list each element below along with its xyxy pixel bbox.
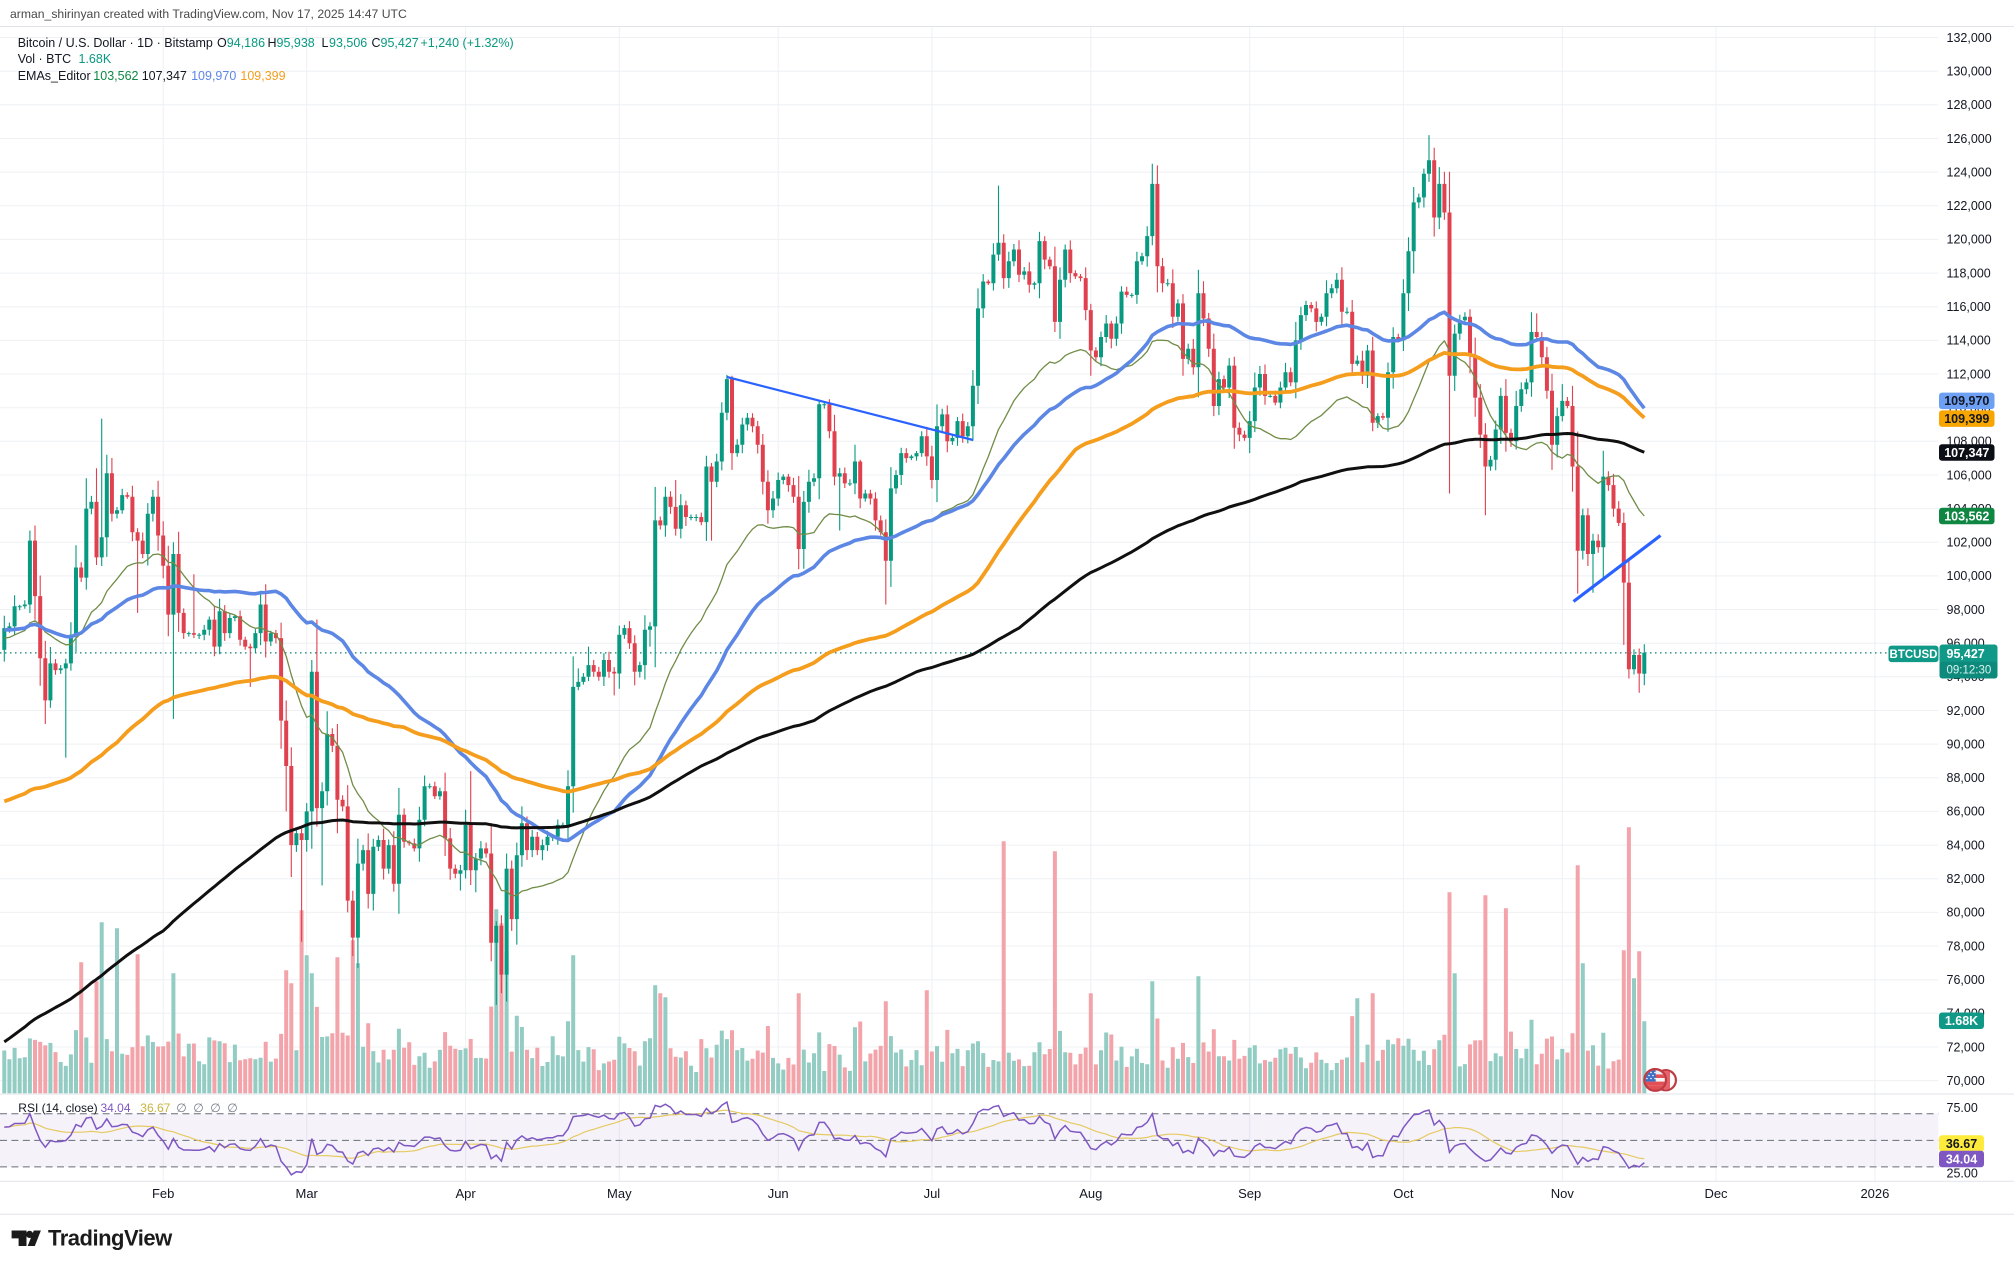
- svg-text:∅: ∅: [193, 1101, 203, 1115]
- svg-text:09:12:30: 09:12:30: [1947, 665, 1992, 677]
- svg-text:∅: ∅: [210, 1101, 220, 1115]
- svg-text:+1,240 (+1.32%): +1,240 (+1.32%): [421, 36, 514, 50]
- svg-text:84,000: 84,000: [1947, 838, 1985, 852]
- svg-text:90,000: 90,000: [1947, 737, 1985, 751]
- svg-text:109,970: 109,970: [191, 69, 236, 83]
- svg-text:95,938: 95,938: [277, 36, 315, 50]
- svg-text:102,000: 102,000: [1947, 536, 1992, 550]
- svg-text:Sep: Sep: [1238, 1186, 1261, 1201]
- svg-text:114,000: 114,000: [1947, 334, 1991, 348]
- svg-text:109,970: 109,970: [1944, 394, 1989, 408]
- svg-text:34.04: 34.04: [101, 1101, 131, 1115]
- svg-text:1.68K: 1.68K: [1945, 1014, 1978, 1028]
- svg-text:86,000: 86,000: [1947, 805, 1985, 819]
- svg-text:O: O: [217, 36, 227, 50]
- svg-text:100,000: 100,000: [1947, 569, 1992, 583]
- svg-text:EMAs_Editor: EMAs_Editor: [18, 69, 91, 83]
- svg-text:130,000: 130,000: [1947, 65, 1992, 79]
- svg-text:120,000: 120,000: [1947, 233, 1992, 247]
- svg-text:May: May: [607, 1186, 632, 1201]
- svg-text:∅: ∅: [176, 1101, 186, 1115]
- svg-text:122,000: 122,000: [1947, 199, 1992, 213]
- svg-text:1.68K: 1.68K: [79, 52, 112, 66]
- svg-text:124,000: 124,000: [1947, 165, 1992, 179]
- svg-text:128,000: 128,000: [1947, 98, 1992, 112]
- svg-text:93,506: 93,506: [329, 36, 367, 50]
- svg-text:RSI (14, close): RSI (14, close): [18, 1101, 97, 1115]
- svg-text:78,000: 78,000: [1947, 939, 1985, 953]
- svg-text:BTCUSD: BTCUSD: [1890, 649, 1938, 661]
- svg-text:94,186: 94,186: [227, 36, 265, 50]
- svg-text:Aug: Aug: [1079, 1186, 1102, 1201]
- svg-text:82,000: 82,000: [1947, 872, 1985, 886]
- svg-text:109,399: 109,399: [240, 69, 285, 83]
- svg-text:98,000: 98,000: [1947, 603, 1985, 617]
- svg-text:88,000: 88,000: [1947, 771, 1985, 785]
- svg-text:Mar: Mar: [296, 1186, 319, 1201]
- svg-text:76,000: 76,000: [1947, 973, 1985, 987]
- svg-text:H: H: [268, 36, 277, 50]
- svg-text:Jul: Jul: [924, 1186, 941, 1201]
- svg-text:80,000: 80,000: [1947, 906, 1985, 920]
- svg-text:118,000: 118,000: [1947, 266, 1991, 280]
- svg-text:95,427: 95,427: [381, 36, 419, 50]
- svg-text:72,000: 72,000: [1947, 1040, 1985, 1054]
- svg-text:Nov: Nov: [1551, 1186, 1575, 1201]
- svg-text:36.67: 36.67: [140, 1101, 170, 1115]
- svg-text:Apr: Apr: [455, 1186, 476, 1201]
- svg-text:36.67: 36.67: [1946, 1137, 1977, 1151]
- svg-text:C: C: [372, 36, 381, 50]
- svg-text:103,562: 103,562: [93, 69, 138, 83]
- svg-text:Feb: Feb: [152, 1186, 174, 1201]
- svg-text:Dec: Dec: [1704, 1186, 1728, 1201]
- svg-text:Bitcoin / U.S. Dollar · 1D · B: Bitcoin / U.S. Dollar · 1D · Bitstamp: [18, 36, 213, 50]
- svg-text:107,347: 107,347: [1944, 446, 1989, 460]
- svg-text:116,000: 116,000: [1947, 300, 1991, 314]
- svg-text:107,347: 107,347: [142, 69, 187, 83]
- svg-text:Jun: Jun: [768, 1186, 789, 1201]
- svg-text:25.00: 25.00: [1947, 1167, 1978, 1181]
- svg-text:132,000: 132,000: [1947, 31, 1992, 45]
- svg-text:109,399: 109,399: [1944, 412, 1989, 426]
- svg-text:126,000: 126,000: [1947, 132, 1992, 146]
- svg-text:∅: ∅: [227, 1101, 237, 1115]
- svg-text:Oct: Oct: [1393, 1186, 1414, 1201]
- svg-text:103,562: 103,562: [1944, 509, 1989, 523]
- svg-text:arman_shirinyan created with T: arman_shirinyan created with TradingView…: [10, 7, 407, 21]
- svg-text:75.00: 75.00: [1947, 1101, 1978, 1115]
- svg-text:70,000: 70,000: [1947, 1074, 1985, 1088]
- svg-text:92,000: 92,000: [1947, 704, 1985, 718]
- svg-text:Vol · BTC: Vol · BTC: [18, 52, 71, 66]
- svg-text:34.04: 34.04: [1946, 1152, 1977, 1166]
- svg-text:106,000: 106,000: [1947, 468, 1992, 482]
- svg-text:2026: 2026: [1860, 1186, 1889, 1201]
- svg-text:112,000: 112,000: [1947, 367, 1991, 381]
- svg-text:95,427: 95,427: [1947, 647, 1985, 661]
- svg-text:L: L: [322, 36, 329, 50]
- svg-text:TradingView: TradingView: [48, 1226, 173, 1251]
